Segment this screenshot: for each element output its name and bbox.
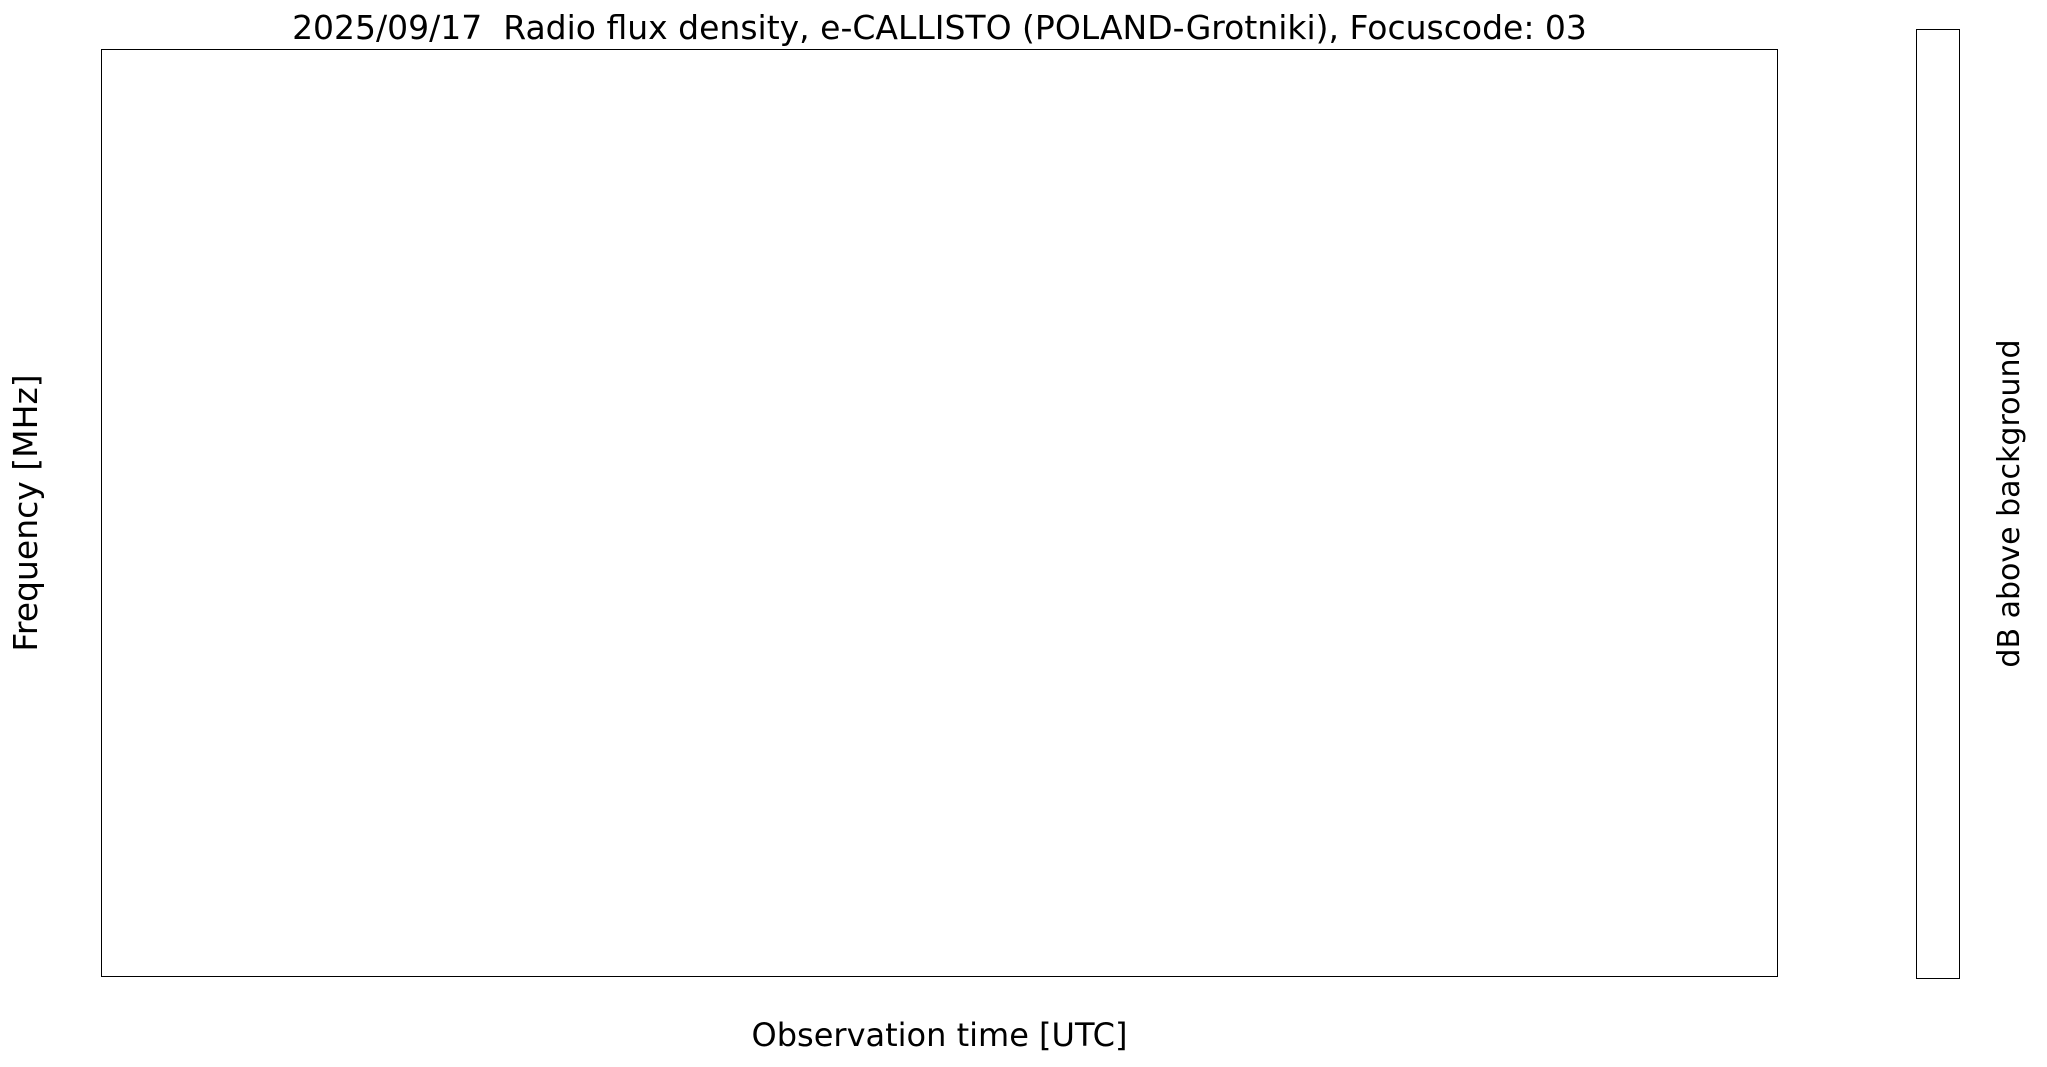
- x-axis-label: Observation time [UTC]: [751, 1016, 1128, 1054]
- spectrogram-canvas: [102, 50, 1777, 976]
- chart-title: 2025/09/17 Radio flux density, e-CALLIST…: [292, 8, 1587, 47]
- plot-area: [101, 49, 1778, 977]
- colorbar-label: dB above background: [1992, 339, 2027, 668]
- colorbar-canvas: [1917, 30, 1959, 978]
- colorbar: [1916, 29, 1960, 979]
- y-axis-label: Frequency [MHz]: [6, 374, 45, 652]
